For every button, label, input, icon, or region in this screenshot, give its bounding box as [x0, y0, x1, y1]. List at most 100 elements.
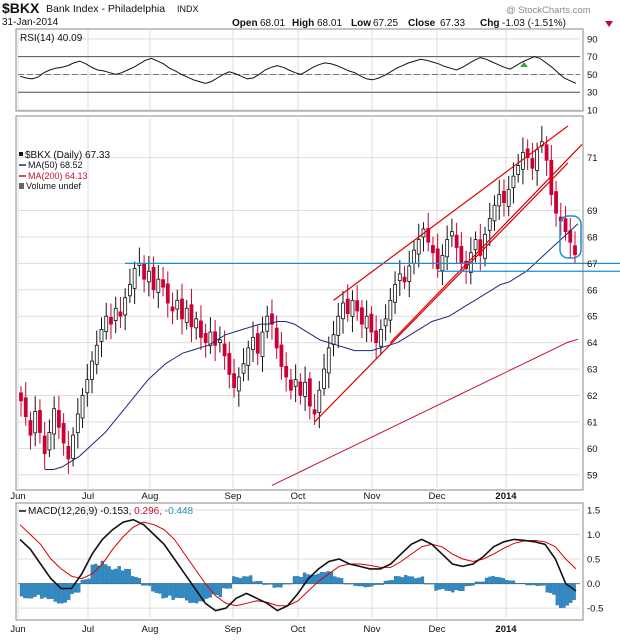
candle-body: [327, 348, 330, 373]
macd-tick-label: 1.0: [587, 530, 600, 541]
macd-histogram-bar: [509, 581, 512, 584]
candle-body: [370, 314, 373, 332]
macd-histogram-bar: [411, 577, 414, 584]
candle-body: [365, 316, 368, 328]
candle-body: [356, 301, 359, 311]
macd-histogram-bar: [377, 584, 380, 585]
candle-body: [531, 158, 534, 168]
candle-body: [446, 240, 449, 257]
macd-histogram-bar: [84, 580, 87, 584]
candle-body: [280, 345, 283, 366]
macd-histogram-bar: [360, 584, 363, 586]
price-tick-label: 62: [587, 391, 598, 402]
rsi-tick-label: 10: [587, 106, 598, 117]
macd-histogram-bar: [404, 575, 407, 583]
price-tick-label: 69: [587, 206, 598, 217]
candle-body: [289, 380, 292, 390]
macd-histogram-bar: [485, 578, 488, 584]
candle-body: [67, 446, 70, 459]
candle-body: [242, 364, 245, 373]
macd-histogram-bar: [529, 584, 532, 585]
macd-histogram-bar: [182, 584, 185, 598]
macd-histogram-bar: [276, 584, 279, 587]
macd-histogram-bar: [397, 576, 400, 583]
macd-histogram-bar: [461, 584, 464, 591]
legend-price-swatch: [19, 152, 23, 156]
candle-body: [488, 218, 491, 230]
macd-histogram-bar: [458, 584, 461, 591]
macd-histogram-bar: [296, 576, 299, 583]
macd-histogram-bar: [246, 577, 249, 584]
macd-histogram-bar: [512, 581, 515, 584]
macd-histogram-bar: [253, 582, 256, 584]
macd-histogram-bar: [30, 584, 33, 599]
macd-histogram-bar: [495, 577, 498, 583]
candle-body: [252, 337, 255, 349]
macd-histogram-bar: [374, 584, 377, 585]
macd-histogram-bar: [236, 577, 239, 583]
rsi-label: RSI(14) 40.09: [20, 33, 83, 44]
macd-histogram-bar: [505, 580, 508, 583]
open-label: Open: [232, 18, 258, 29]
macd-tick-label: 0.5: [587, 555, 600, 566]
macd-histogram-bar: [354, 584, 357, 586]
candle-body: [204, 333, 207, 342]
candle-body: [190, 305, 193, 327]
macd-histogram-bar: [313, 575, 316, 584]
candle-body: [341, 303, 344, 319]
candle-body: [29, 421, 32, 436]
candle-body: [166, 284, 169, 303]
candle-body: [536, 150, 539, 171]
macd-histogram-bar: [135, 577, 138, 583]
candle-body: [195, 319, 198, 328]
candle-body: [218, 340, 221, 342]
macd-histogram-bar: [293, 576, 296, 583]
candle-body: [498, 195, 501, 206]
candle-body: [86, 380, 89, 393]
macd-histogram-bar: [50, 584, 53, 599]
macd-histogram-value: -0.448: [165, 506, 194, 517]
macd-histogram-bar: [384, 581, 387, 584]
macd-histogram-bar: [239, 578, 242, 583]
month-label-top: Aug: [142, 491, 159, 502]
macd-histogram-bar: [124, 569, 127, 584]
macd-histogram-bar: [172, 584, 175, 600]
month-label-top: Jun: [10, 491, 25, 502]
macd-histogram-bar: [418, 578, 421, 584]
month-label-bottom: Jun: [10, 624, 25, 635]
candle-body: [62, 423, 65, 443]
candle-body: [507, 189, 510, 206]
macd-histogram-bar: [87, 579, 90, 584]
macd-histogram-bar: [131, 576, 134, 583]
macd-histogram-bar: [77, 584, 80, 593]
macd-histogram-bar: [165, 584, 168, 598]
candle-body: [351, 300, 354, 316]
candle-body: [275, 328, 278, 348]
legend-ma200-text: MA(200) 64.13: [28, 171, 88, 181]
macd-histogram-bar: [350, 584, 353, 585]
macd-histogram-bar: [145, 584, 148, 586]
candle-body: [299, 382, 302, 396]
change-value: -1.03 (-1.51%): [502, 18, 566, 29]
macd-histogram-bar: [121, 571, 124, 584]
candle-body: [228, 353, 231, 374]
macd-histogram-bar: [556, 584, 559, 606]
candle-body: [119, 312, 122, 316]
macd-value: -0.153,: [100, 506, 131, 517]
macd-histogram-bar: [175, 584, 178, 598]
macd-histogram-bar: [27, 584, 30, 599]
down-arrow-icon: [605, 21, 613, 27]
macd-histogram-bar: [549, 584, 552, 593]
macd-histogram-bar: [256, 581, 259, 583]
macd-histogram-bar: [559, 584, 562, 608]
macd-histogram-bar: [249, 576, 252, 584]
watermark-text: @ StockCharts.com: [506, 5, 591, 16]
candle-body: [555, 192, 558, 213]
macd-histogram-bar: [269, 584, 272, 585]
candle-body: [152, 267, 155, 289]
macd-histogram-bar: [263, 584, 266, 585]
macd-tick-label: 1.5: [587, 505, 600, 516]
symbol-text: $BKX: [2, 0, 40, 16]
macd-histogram-bar: [333, 577, 336, 584]
candle-body: [493, 205, 496, 221]
